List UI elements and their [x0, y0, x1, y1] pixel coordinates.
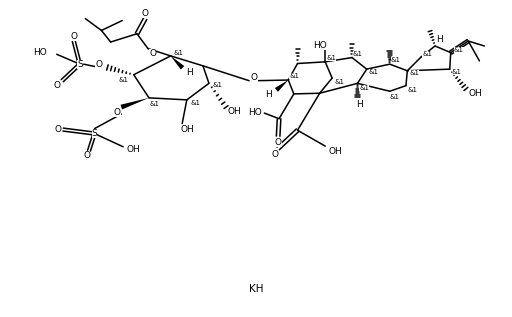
Text: H: H — [356, 100, 363, 109]
Text: OH: OH — [469, 89, 483, 98]
Text: &1: &1 — [391, 57, 401, 63]
Polygon shape — [170, 56, 184, 69]
Polygon shape — [120, 98, 149, 109]
Text: &1: &1 — [408, 87, 418, 93]
Text: &1: &1 — [174, 50, 184, 56]
Text: &1: &1 — [150, 101, 160, 107]
Text: O: O — [54, 81, 61, 90]
Text: H: H — [437, 35, 443, 43]
Text: O: O — [250, 73, 258, 82]
Text: O: O — [55, 125, 61, 134]
Polygon shape — [275, 80, 288, 92]
Text: &1: &1 — [369, 69, 379, 75]
Text: &1: &1 — [454, 47, 464, 53]
Text: &1: &1 — [359, 85, 370, 91]
Text: KH: KH — [249, 284, 263, 294]
Text: H: H — [265, 90, 272, 100]
Text: O: O — [83, 151, 91, 160]
Text: S: S — [77, 60, 82, 69]
Text: &1: &1 — [289, 73, 299, 79]
Text: HO: HO — [33, 48, 47, 57]
Text: &1: &1 — [409, 70, 419, 76]
Text: OH: OH — [227, 107, 241, 116]
Text: OH: OH — [126, 145, 140, 154]
Text: &1: &1 — [390, 94, 400, 100]
Text: HO: HO — [248, 107, 262, 117]
Text: &1: &1 — [452, 69, 462, 75]
Text: S: S — [92, 129, 97, 138]
Text: &1: &1 — [190, 100, 201, 106]
Text: &1: &1 — [326, 55, 336, 61]
Text: &1: &1 — [422, 51, 432, 57]
Text: O: O — [272, 150, 279, 159]
Text: O: O — [70, 32, 77, 41]
Text: O: O — [95, 60, 102, 69]
Text: &1: &1 — [334, 79, 344, 85]
Text: OH: OH — [180, 125, 194, 134]
Text: HO: HO — [313, 41, 327, 50]
Text: O: O — [150, 49, 157, 58]
Text: &1: &1 — [353, 51, 363, 57]
Text: OH: OH — [328, 146, 342, 156]
Text: O: O — [114, 107, 121, 117]
Text: O: O — [274, 138, 282, 147]
Text: H: H — [186, 68, 193, 77]
Text: &1: &1 — [213, 82, 223, 88]
Text: O: O — [142, 9, 149, 18]
Text: &1: &1 — [119, 77, 129, 83]
